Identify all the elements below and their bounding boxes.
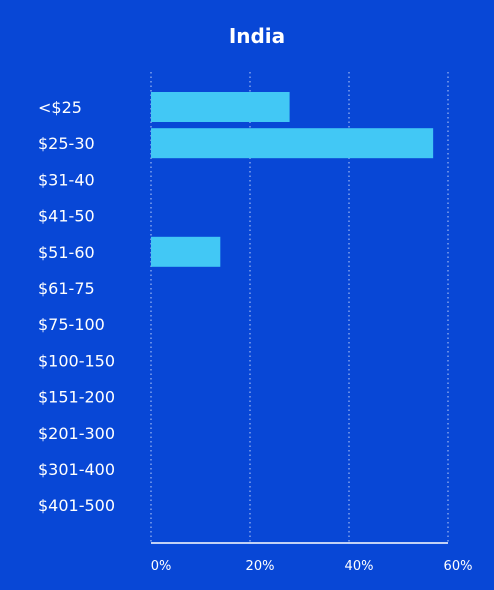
category-label: $31-40 [38, 170, 95, 189]
category-label: $201-300 [38, 424, 115, 443]
x-tick-label: 20% [246, 559, 275, 574]
bar [151, 236, 221, 267]
category-labels: <$25 $25-30 $31-40 $41-50 $51-60 $61-75 $75-10… [38, 98, 115, 515]
grid-lines [150, 72, 449, 543]
bar [151, 128, 434, 159]
bar [151, 92, 290, 122]
category-label: $75-100 [38, 315, 105, 334]
category-label: $51-60 [38, 243, 95, 262]
category-label: $100-150 [38, 351, 115, 370]
x-tick-label: 40% [345, 559, 374, 574]
x-tick-labels: 0% 20% 40% 60% [151, 559, 473, 574]
chart-title: India [229, 24, 285, 48]
x-tick-label: 0% [151, 559, 172, 574]
category-label: <$25 [38, 98, 82, 117]
category-label: $401-500 [38, 496, 115, 515]
bars [151, 92, 434, 267]
category-label: $301-400 [38, 460, 115, 479]
category-label: $151-200 [38, 388, 115, 407]
category-label: $41-50 [38, 207, 95, 226]
category-label: $61-75 [38, 279, 95, 298]
category-label: $25-30 [38, 134, 95, 153]
x-tick-label: 60% [444, 559, 473, 574]
